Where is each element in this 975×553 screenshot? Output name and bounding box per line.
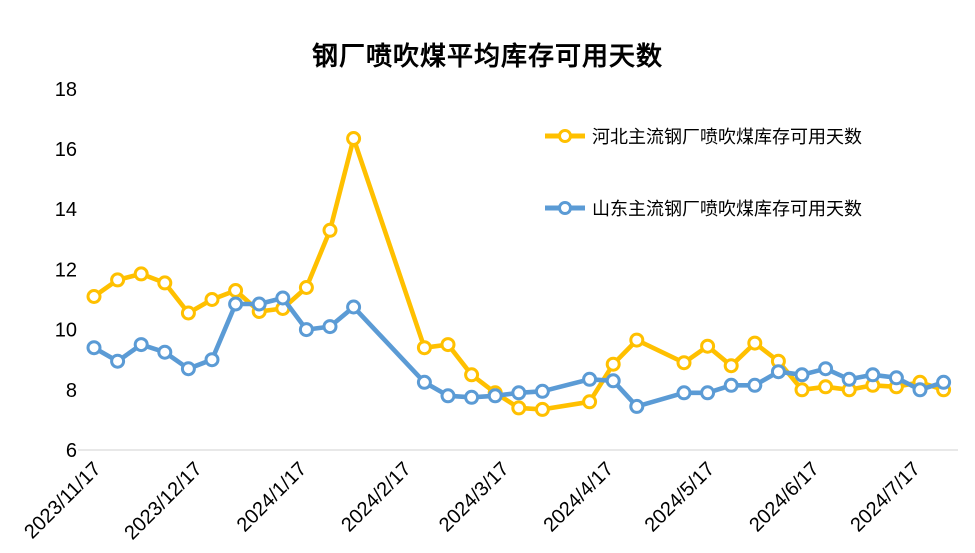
legend-item-hebei: 河北主流钢厂喷吹煤库存可用天数 (544, 124, 862, 148)
series-marker-0 (700, 338, 716, 354)
chart-title: 钢厂喷吹煤平均库存可用天数 (311, 41, 663, 71)
x-axis-label: 2024/4/17 (540, 458, 618, 536)
legend-marker-line-icon (545, 129, 585, 143)
series-marker-1 (133, 337, 149, 353)
series-marker-0 (322, 222, 338, 238)
series-marker-0 (794, 382, 810, 398)
series-marker-0 (440, 337, 456, 353)
series-marker-0 (605, 356, 621, 372)
series-marker-1 (180, 361, 196, 377)
y-axis-label: 10 (55, 320, 77, 342)
y-axis-label: 6 (66, 440, 77, 462)
series-marker-0 (723, 358, 739, 374)
series-marker-1 (157, 344, 173, 360)
series-marker-1 (228, 296, 244, 312)
y-axis-label: 14 (55, 199, 77, 221)
series-marker-1 (818, 361, 834, 377)
series-marker-1 (204, 352, 220, 368)
series-marker-1 (440, 388, 456, 404)
series-marker-1 (865, 367, 881, 383)
y-axis-label: 18 (55, 79, 77, 101)
series-marker-1 (298, 322, 314, 338)
series-marker-1 (747, 377, 763, 393)
series-marker-0 (298, 280, 314, 295)
series-marker-0 (818, 379, 834, 395)
series-marker-1 (86, 340, 102, 356)
series-marker-1 (275, 290, 291, 306)
series-marker-0 (629, 332, 645, 348)
series-marker-1 (464, 389, 480, 405)
y-axis-label: 8 (66, 380, 77, 402)
series-marker-1 (110, 353, 126, 369)
legend-label-hebei: 河北主流钢厂喷吹煤库存可用天数 (592, 127, 862, 147)
series-marker-0 (511, 400, 527, 416)
y-axis-label: 12 (55, 259, 77, 281)
series-marker-0 (110, 272, 126, 288)
series-marker-0 (534, 401, 550, 417)
series-marker-1 (676, 385, 692, 401)
legend-marker-line-icon (545, 201, 585, 215)
series-marker-1 (534, 383, 550, 399)
series-marker-0 (86, 289, 102, 304)
series-marker-0 (228, 283, 244, 298)
series-marker-1 (416, 374, 432, 390)
series-marker-0 (157, 275, 173, 291)
series-marker-1 (841, 371, 857, 387)
series-marker-1 (770, 364, 786, 380)
x-axis-label: 2024/2/17 (337, 458, 415, 536)
series-marker-1 (888, 370, 904, 386)
series-marker-1 (487, 388, 503, 404)
legend-item-shandong: 山东主流钢厂喷吹煤库存可用天数 (544, 196, 862, 220)
series-marker-1 (700, 385, 716, 401)
series-marker-1 (723, 377, 739, 393)
series-marker-0 (416, 340, 432, 356)
series-marker-1 (629, 398, 645, 414)
series-marker-1 (346, 299, 362, 315)
x-axis-label: 2024/7/17 (846, 458, 924, 536)
y-axis-label: 16 (55, 139, 77, 161)
x-axis-label: 2024/6/17 (745, 458, 823, 536)
series-marker-1 (936, 374, 952, 390)
legend-label-shandong: 山东主流钢厂喷吹煤库存可用天数 (592, 199, 862, 219)
series-marker-1 (582, 371, 598, 387)
series-marker-0 (346, 131, 362, 146)
series-marker-0 (133, 266, 149, 282)
series-marker-0 (464, 367, 480, 383)
x-axis-label: 2024/5/17 (641, 458, 719, 536)
series-marker-0 (204, 292, 220, 307)
x-axis-label: 2024/3/17 (435, 458, 513, 536)
series-marker-0 (676, 355, 692, 371)
x-axis-label: 2023/11/17 (20, 458, 105, 543)
series-marker-0 (747, 335, 763, 351)
x-axis-label: 2024/1/17 (233, 458, 311, 536)
series-marker-1 (605, 373, 621, 389)
series-marker-1 (251, 296, 267, 312)
series-marker-1 (322, 319, 338, 335)
series-marker-1 (912, 382, 928, 398)
x-axis-label: 2023/12/17 (120, 458, 206, 544)
series-marker-0 (582, 394, 598, 410)
series-marker-1 (794, 367, 810, 383)
series-marker-1 (511, 385, 527, 401)
series-marker-0 (180, 305, 196, 321)
